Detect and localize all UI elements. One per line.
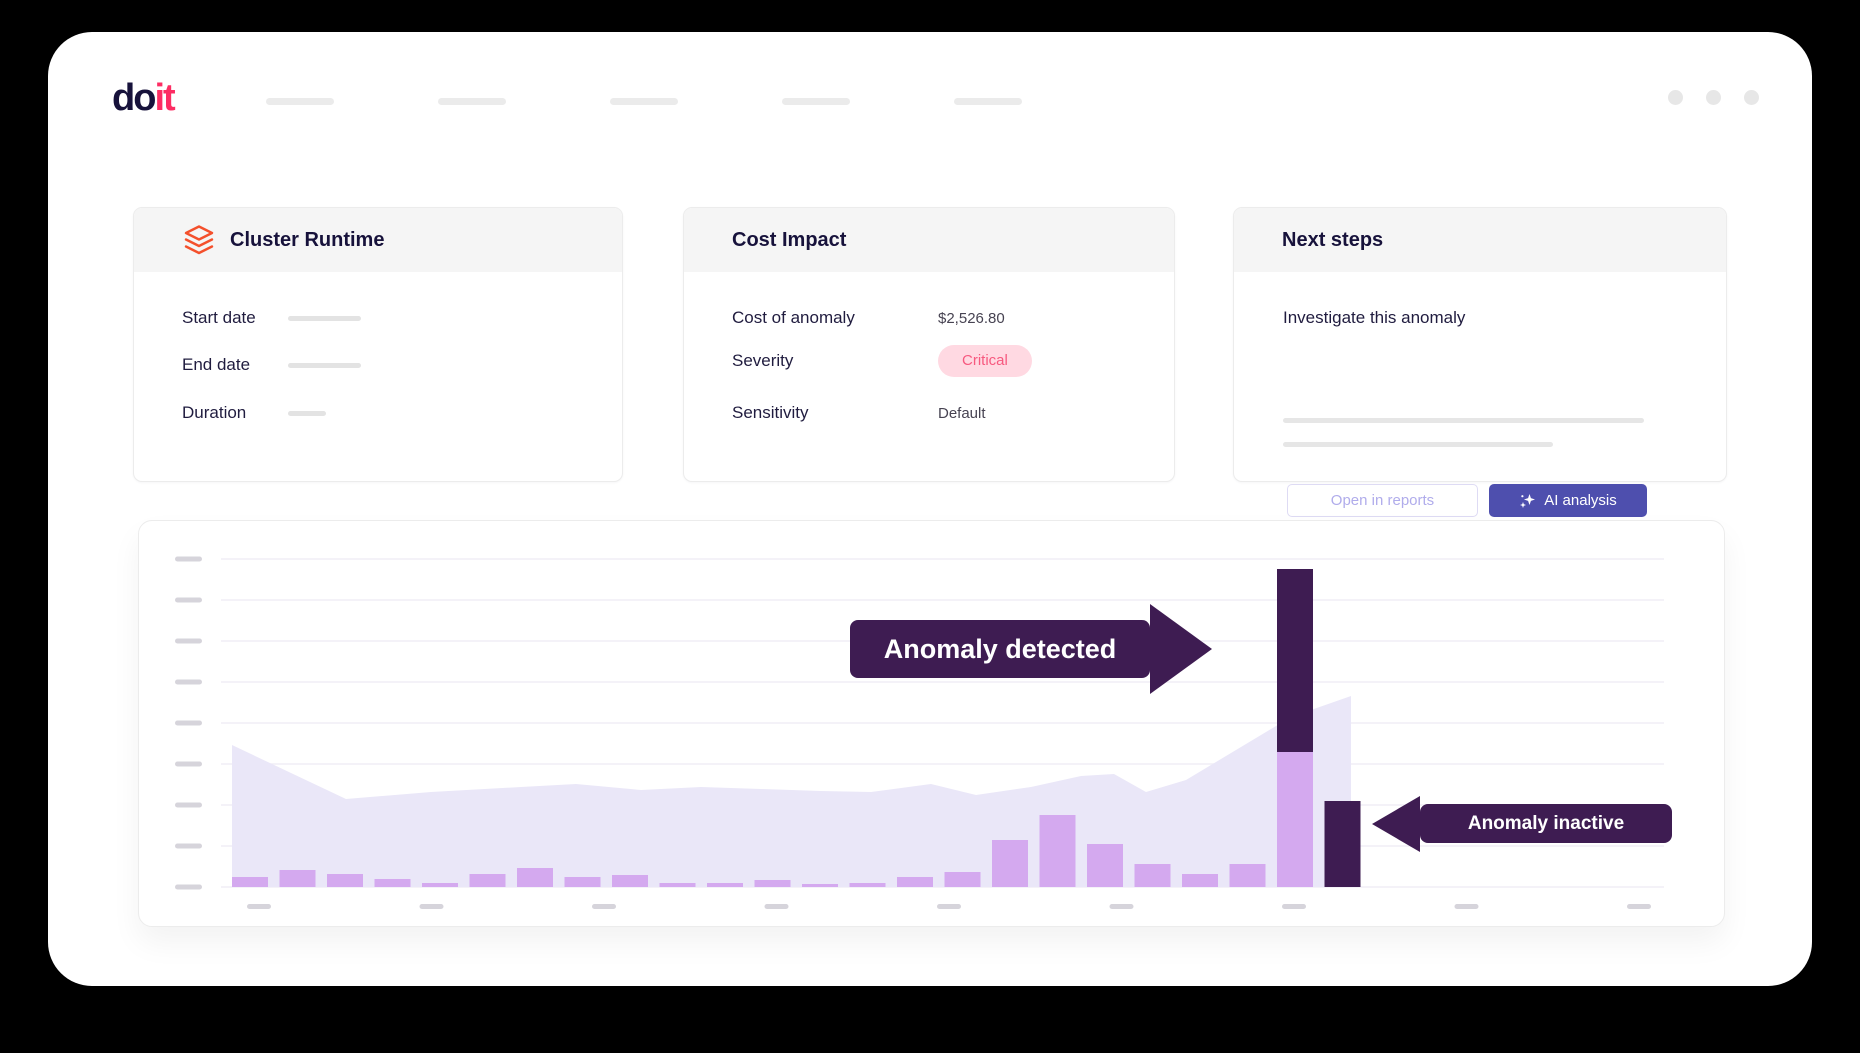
chart-bar (422, 883, 458, 887)
chart-bar (897, 877, 933, 887)
nav-item-placeholder (266, 98, 334, 105)
chart-bar (517, 868, 553, 887)
window-dot (1744, 90, 1759, 105)
databricks-layers-icon (182, 223, 216, 257)
app-window: doit Cluster Runtime Start date End date (48, 32, 1812, 986)
x-axis-tick-placeholder (247, 904, 271, 909)
nav-item-placeholder (438, 98, 506, 105)
anomaly-bar-active-segment (1277, 569, 1313, 752)
chart-bar (849, 883, 886, 887)
x-axis-tick-placeholder (1627, 904, 1651, 909)
row-label: Severity (732, 351, 794, 370)
y-axis-tick-placeholder (175, 884, 202, 890)
anomaly-detected-label: Anomaly detected (883, 633, 1117, 664)
chart-bar (944, 872, 981, 887)
next-steps-text: Investigate this anomaly (1283, 308, 1466, 327)
card-title: Cost Impact (732, 228, 847, 251)
table-row: Start date (182, 301, 592, 335)
chart-bar (564, 877, 601, 887)
table-row: Severity Critical (732, 344, 1144, 378)
value-skeleton (288, 362, 361, 368)
card-title: Next steps (1282, 228, 1384, 251)
y-axis-tick-placeholder (175, 679, 202, 685)
cost-of-anomaly-value: $2,526.80 (938, 309, 1005, 327)
window-dot (1668, 90, 1683, 105)
x-axis-tick-placeholder (764, 904, 789, 909)
text-skeleton-line (1283, 418, 1644, 423)
window-dot (1706, 90, 1721, 105)
table-row: Sensitivity Default (732, 396, 1144, 430)
y-axis-tick-placeholder (175, 597, 202, 603)
value-skeleton (288, 410, 326, 416)
logo-do: do (112, 77, 156, 119)
chart-bar (279, 870, 316, 887)
x-axis-tick-placeholder (592, 904, 616, 909)
chart-bar (1229, 864, 1266, 887)
chart-bar (1134, 864, 1171, 887)
x-axis-tick-placeholder (937, 904, 961, 909)
x-axis-tick-placeholder (419, 904, 444, 909)
anomaly-inactive-bar (1324, 801, 1361, 887)
cost-impact-header: Cost Impact (684, 208, 1174, 272)
chart-bar (992, 840, 1028, 887)
row-label: Start date (182, 308, 256, 327)
chart-bar (802, 884, 838, 887)
y-axis-tick-placeholder (175, 761, 202, 767)
y-axis-tick-placeholder (175, 802, 202, 808)
x-axis-tick-placeholder (1282, 904, 1306, 909)
row-label: Duration (182, 403, 247, 422)
cluster-runtime-card: Cluster Runtime Start date End date Dura… (133, 207, 623, 482)
x-axis-tick-placeholder (1109, 904, 1134, 909)
doit-logo: doit (112, 77, 176, 119)
anomaly-chart-card (138, 520, 1725, 927)
chart-bar (1087, 844, 1123, 887)
table-row: Duration (182, 396, 592, 430)
nav-item-placeholder (782, 98, 850, 105)
anomaly-detected-annotation: Anomaly detected (850, 604, 1212, 694)
chart-bar (707, 883, 743, 887)
next-steps-card: Next steps Investigate this anomaly Open… (1233, 207, 1727, 517)
severity-badge: Critical (938, 345, 1032, 377)
arrow-right-icon (1150, 604, 1212, 694)
chart-bar (754, 880, 791, 887)
chart-bar (469, 874, 506, 887)
usage-area-series (232, 696, 1351, 887)
cost-impact-card: Cost Impact Cost of anomaly $2,526.80 Se… (683, 207, 1175, 482)
chart-bar (659, 883, 696, 887)
anomaly-bar-residual-segment (1277, 752, 1313, 887)
anomaly-inactive-label: Anomaly inactive (1467, 812, 1625, 834)
text-skeleton-line (1283, 442, 1553, 447)
x-axis-tick-placeholder (1454, 904, 1479, 909)
card-title: Cluster Runtime (230, 228, 385, 251)
next-steps-header: Next steps (1234, 208, 1726, 272)
row-label: Sensitivity (732, 403, 809, 422)
chart-bar (1182, 874, 1218, 887)
chart-bar (232, 877, 268, 887)
chart-bar (612, 875, 648, 887)
chart-bar (374, 879, 411, 887)
chart-bar (1039, 815, 1076, 887)
nav-item-placeholder (610, 98, 678, 105)
logo-it: it (154, 77, 175, 119)
y-axis-tick-placeholder (175, 720, 202, 726)
y-axis-tick-placeholder (175, 843, 202, 849)
cluster-runtime-header: Cluster Runtime (134, 208, 622, 272)
row-label: End date (182, 355, 251, 374)
anomaly-chart (175, 556, 1664, 909)
ai-analysis-button[interactable]: AI analysis (1489, 484, 1647, 517)
y-axis-tick-placeholder (175, 556, 202, 562)
value-skeleton (288, 315, 361, 321)
sensitivity-value: Default (938, 404, 986, 422)
chart-bar (327, 874, 363, 887)
anomaly-inactive-annotation: Anomaly inactive (1372, 795, 1672, 852)
table-row: Cost of anomaly $2,526.80 (732, 301, 1144, 335)
table-row: End date (182, 348, 592, 382)
arrow-left-icon (1372, 795, 1420, 852)
sparkle-icon (1519, 492, 1536, 509)
row-label: Cost of anomaly (732, 308, 855, 327)
nav-item-placeholder (954, 98, 1022, 105)
y-axis-tick-placeholder (175, 638, 202, 644)
open-in-reports-button[interactable]: Open in reports (1287, 484, 1478, 517)
